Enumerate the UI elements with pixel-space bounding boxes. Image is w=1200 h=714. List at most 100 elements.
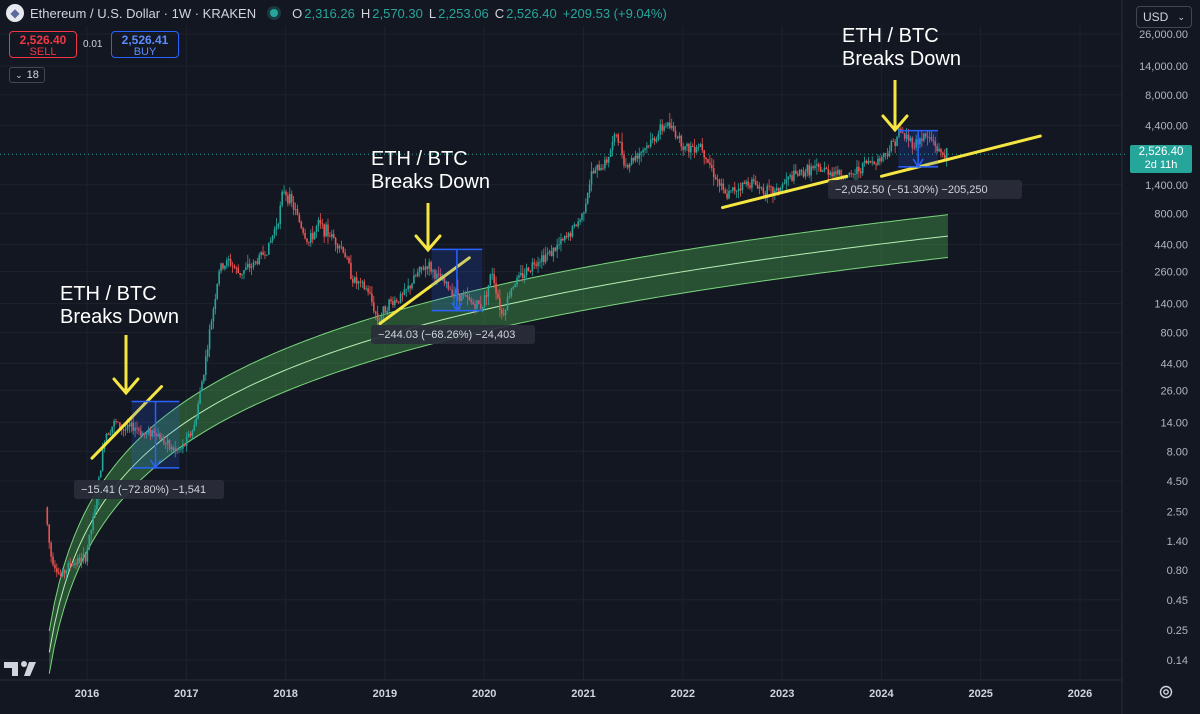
candle-body — [96, 498, 98, 510]
drawings[interactable]: −15.41 (−72.80%) −1,541 −244.03 (−68.26%)… — [60, 25, 1042, 499]
candle-body — [705, 157, 707, 160]
candle-body — [703, 150, 705, 158]
candle-body — [732, 187, 734, 191]
candle-body — [216, 283, 219, 299]
candle-body — [653, 138, 656, 142]
candle-body — [783, 183, 786, 185]
candle-body — [531, 262, 534, 272]
candle-body — [751, 179, 753, 188]
candle-body — [458, 294, 461, 302]
measure-2019[interactable] — [431, 248, 483, 313]
candle-body — [369, 292, 371, 294]
candle-body — [854, 174, 856, 175]
measure-label-text: −15.41 (−72.80%) −1,541 — [81, 484, 206, 496]
candle-body — [384, 306, 387, 313]
measure-label-bg — [371, 325, 535, 344]
candle-body — [434, 270, 436, 279]
candle-body — [932, 140, 935, 142]
candle-body — [394, 300, 396, 306]
candle-body — [577, 221, 579, 227]
candle-body — [552, 247, 555, 257]
candle-body — [905, 134, 908, 139]
x-tick-label: 2026 — [1068, 688, 1092, 700]
symbol-header[interactable]: ◆ Ethereum / U.S. Dollar · 1W · KRAKEN O… — [0, 0, 1120, 26]
market-status-icon[interactable] — [270, 9, 279, 17]
candle-body — [720, 183, 723, 186]
candle-body — [693, 147, 696, 153]
candle-body — [246, 263, 249, 268]
candle-body — [674, 130, 677, 138]
candle-body — [149, 429, 152, 437]
candle-body — [48, 524, 50, 543]
sell-button[interactable]: 2,526.40 SELL — [9, 31, 77, 58]
y-tick-label: 8,000.00 — [1145, 90, 1188, 102]
candle-body — [260, 252, 262, 256]
trendline-2[interactable] — [378, 256, 471, 326]
trendline-1[interactable] — [90, 385, 163, 460]
trendline-3[interactable] — [721, 174, 849, 210]
candle-body — [796, 173, 799, 176]
currency-select[interactable]: USD ⌄ — [1136, 6, 1192, 28]
candle-body — [332, 234, 335, 238]
candle-body — [348, 257, 350, 263]
candle-body — [258, 255, 261, 264]
candle-body — [445, 281, 448, 284]
symbol-title[interactable]: Ethereum / U.S. Dollar · 1W · KRAKEN — [30, 5, 257, 21]
trendline-4[interactable] — [879, 134, 1042, 178]
candle-body — [204, 356, 207, 375]
candle-body — [665, 125, 667, 127]
candle-body — [613, 134, 616, 142]
candle-body — [539, 261, 541, 263]
y-tick-label: 140.00 — [1154, 299, 1188, 311]
candle-body — [363, 281, 366, 289]
candle-body — [88, 534, 91, 549]
indicators-toggle-button[interactable]: ⌄ 18 — [9, 67, 45, 83]
tradingview-logo-icon[interactable] — [2, 650, 42, 678]
candle-body — [159, 433, 161, 440]
chevron-down-icon: ⌄ — [15, 69, 23, 80]
down-arrow-head — [112, 377, 140, 396]
candle-body — [310, 233, 312, 243]
candle-body — [231, 265, 234, 267]
y-tick-label: 44.00 — [1160, 358, 1188, 370]
log-regression-band — [48, 214, 948, 674]
candle-body — [82, 554, 85, 558]
buy-button[interactable]: 2,526.41 BUY — [111, 31, 179, 58]
candle-body — [581, 213, 583, 220]
candle-body — [294, 208, 297, 210]
measure-2024[interactable] — [898, 129, 939, 169]
ohlc-low-key: L — [428, 5, 437, 21]
candle-body — [636, 155, 639, 159]
candle-body — [709, 162, 711, 165]
candle-body — [395, 300, 398, 302]
candle-body — [774, 190, 776, 195]
candle-body — [174, 448, 177, 451]
candle-body — [447, 281, 450, 289]
candle-body — [254, 261, 257, 263]
candle-body — [821, 170, 824, 172]
measure-2016[interactable] — [131, 400, 180, 470]
candle-body — [756, 184, 759, 189]
annotation-line1: ETH / BTC — [842, 25, 939, 47]
x-tick-label: 2025 — [968, 688, 992, 700]
candle-body — [483, 295, 486, 307]
candle-body — [233, 266, 236, 268]
candle-body — [877, 158, 879, 165]
candle-body — [928, 137, 931, 138]
gear-icon[interactable] — [1158, 684, 1174, 700]
candle-body — [390, 299, 392, 302]
candle-body — [533, 262, 536, 265]
candle-body — [56, 568, 58, 573]
candle-body — [346, 257, 348, 259]
candle-body — [327, 224, 329, 236]
candle-body — [747, 181, 749, 186]
candle-body — [768, 185, 770, 187]
candle-body — [858, 166, 860, 172]
candle-body — [598, 164, 600, 171]
candle-body — [183, 443, 186, 446]
candle-body — [491, 274, 494, 275]
